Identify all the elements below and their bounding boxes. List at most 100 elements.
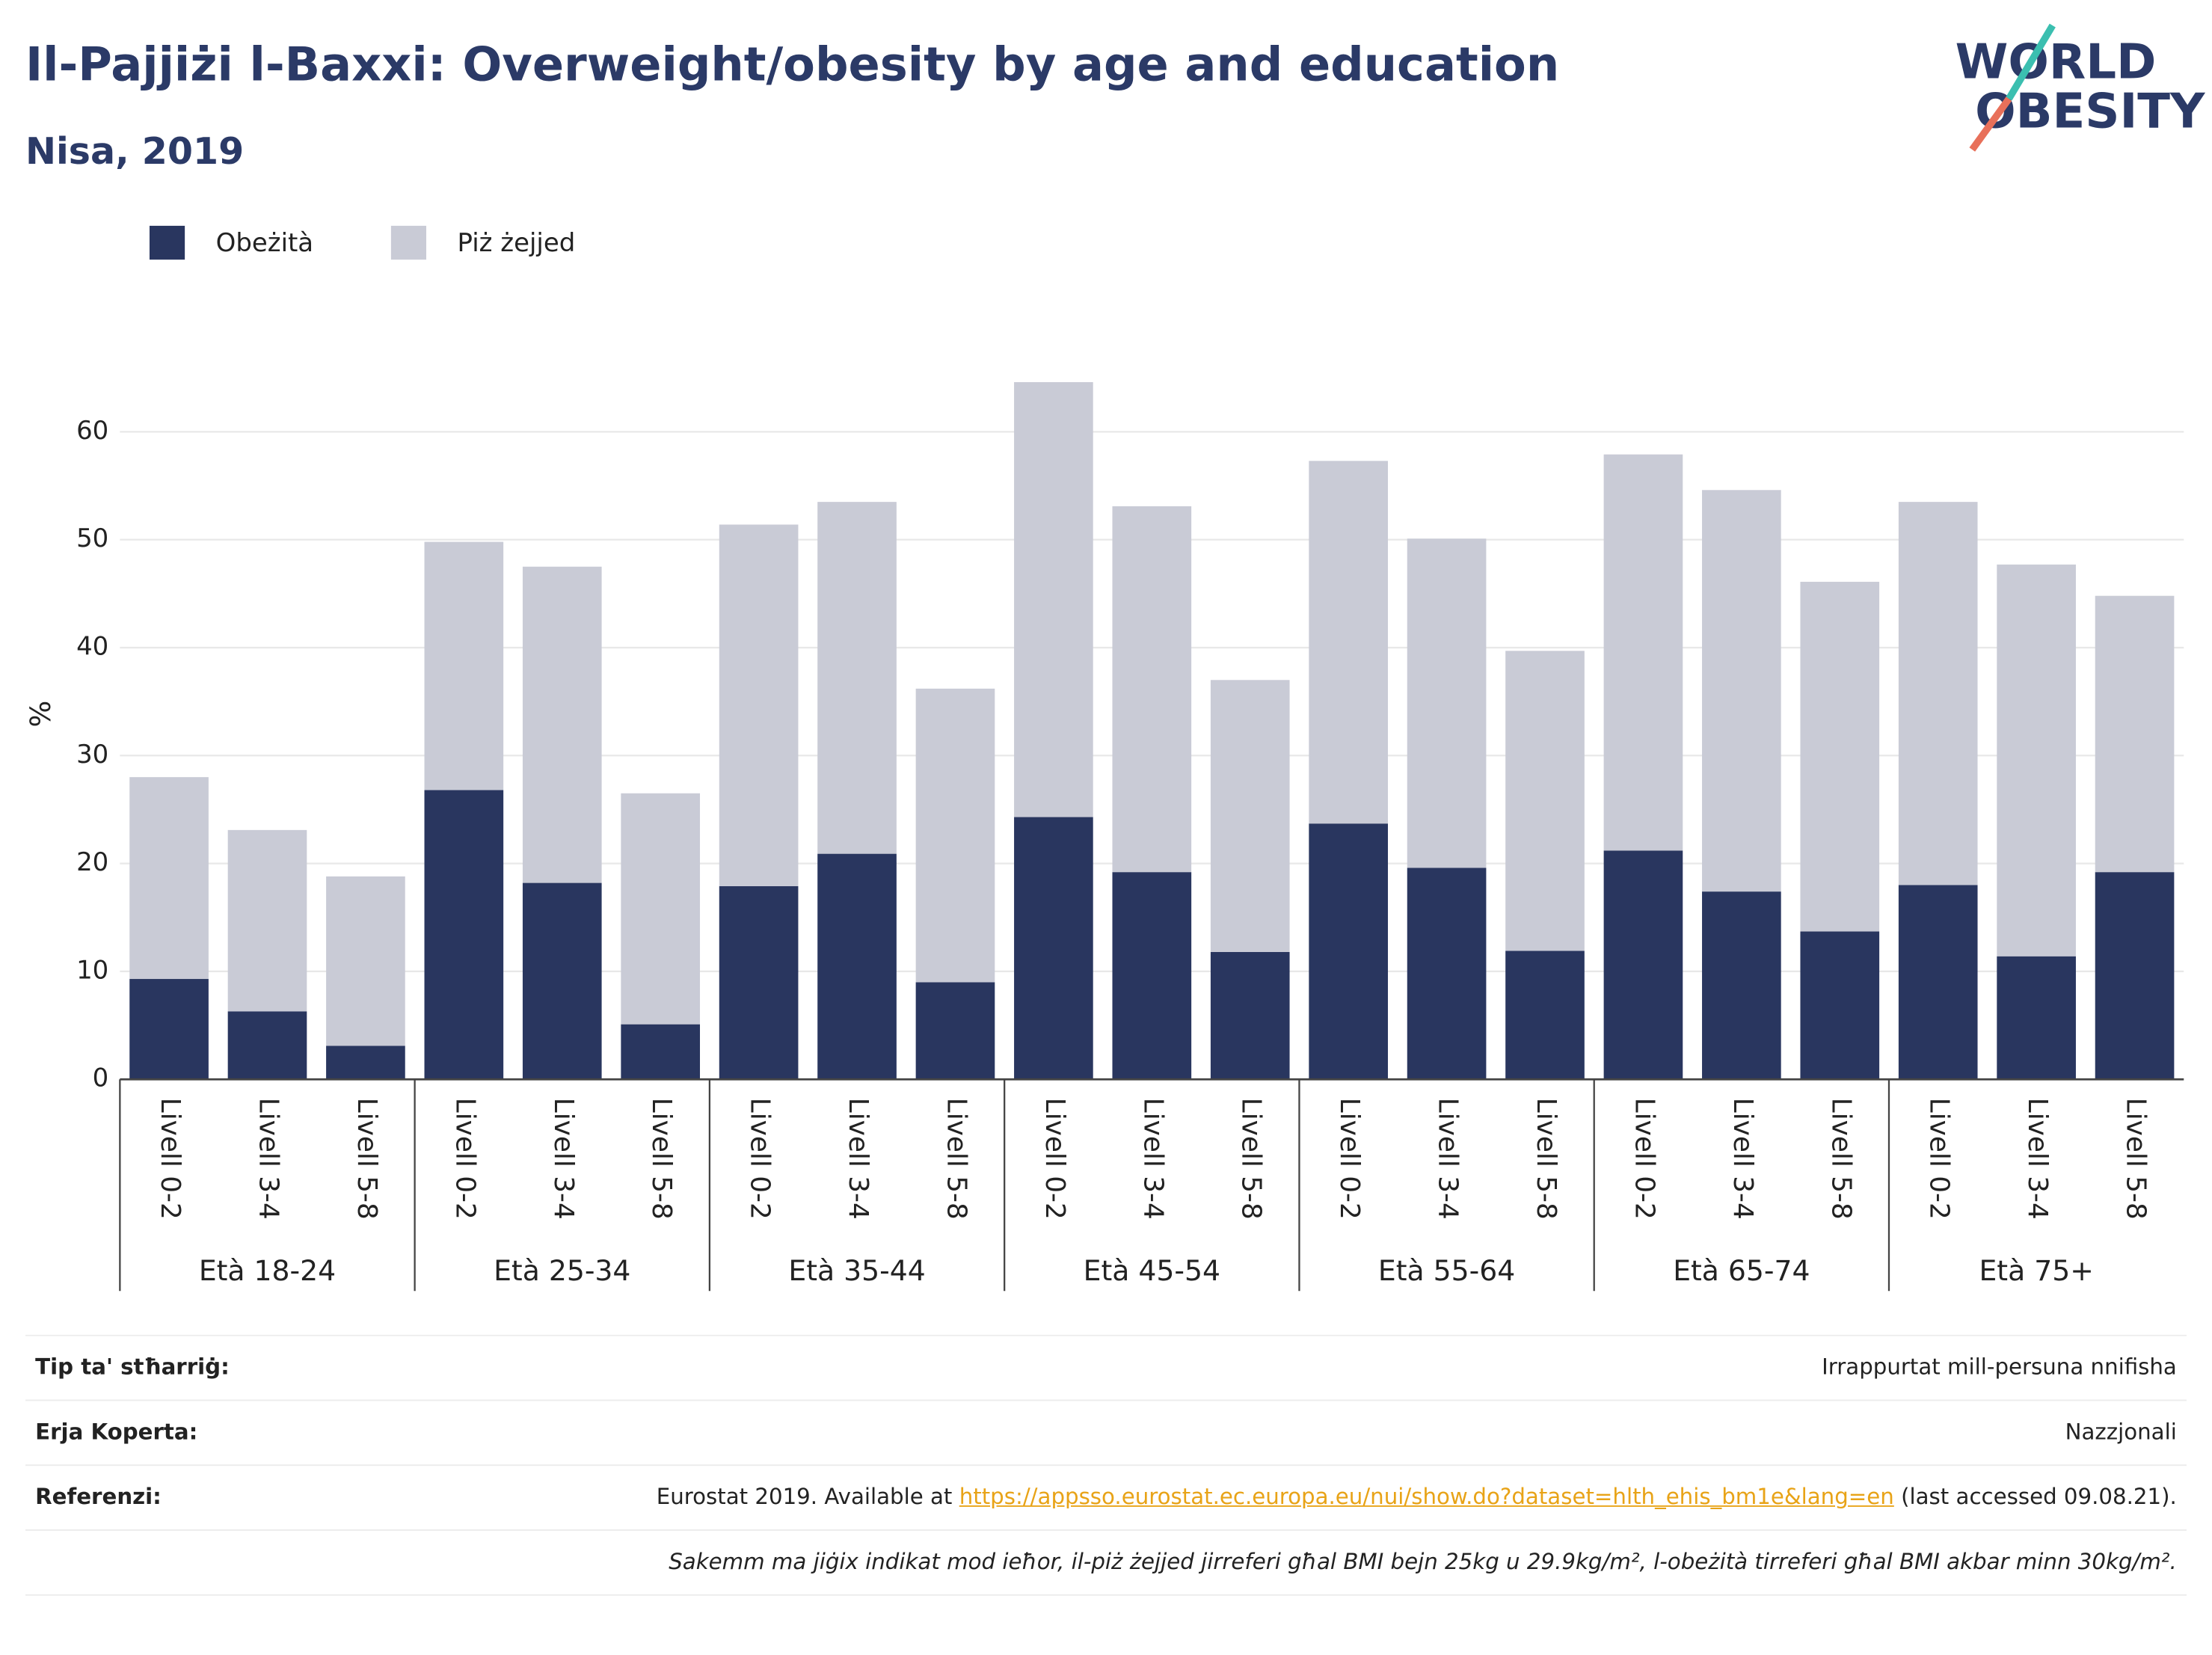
x-tick-label: Livell 3-4 bbox=[1727, 1098, 1758, 1220]
x-tick-label: Livell 3-4 bbox=[548, 1098, 579, 1220]
bar-segment bbox=[227, 829, 307, 1012]
footer-label: Erja Koperta: bbox=[35, 1419, 198, 1445]
x-tick-label: Livell 3-4 bbox=[843, 1098, 873, 1220]
x-tick-label: Livell 0-2 bbox=[1924, 1098, 1955, 1220]
bar-segment bbox=[1800, 581, 1880, 932]
bar-segment bbox=[424, 790, 504, 1080]
footer-value: Nazzjonali bbox=[2065, 1419, 2177, 1445]
bar-segment bbox=[1898, 502, 1978, 885]
legend-label: Piż żejjed bbox=[458, 228, 576, 258]
bar-segment bbox=[1210, 680, 1290, 952]
x-tick-label: Livell 5-8 bbox=[941, 1098, 971, 1220]
bar-segment bbox=[1309, 823, 1388, 1080]
bar-segment bbox=[522, 882, 602, 1080]
logo-slash bbox=[2006, 23, 2056, 101]
bar-segment bbox=[2095, 872, 2175, 1080]
bar-segment bbox=[1997, 564, 2076, 957]
group-label: Età 35-44 bbox=[788, 1254, 925, 1287]
x-tick-label: Livell 5-8 bbox=[1236, 1098, 1267, 1220]
chart-title: Il-Pajjiżi l-Baxxi: Overweight/obesity b… bbox=[25, 37, 1559, 92]
bar-segment bbox=[1407, 868, 1487, 1080]
bar-segment bbox=[129, 979, 209, 1080]
bar-segment bbox=[621, 793, 701, 1025]
x-tick-label: Livell 0-2 bbox=[1629, 1098, 1659, 1220]
y-tick-label: 10 bbox=[76, 955, 108, 985]
group-label: Età 18-24 bbox=[199, 1254, 336, 1287]
footer-value: Eurostat 2019. Available at https://apps… bbox=[657, 1483, 2177, 1513]
x-tick-label: Livell 5-8 bbox=[1531, 1098, 1561, 1220]
reference-text: Eurostat 2019. Available at bbox=[656, 1484, 959, 1510]
legend-swatch bbox=[390, 225, 427, 260]
footer-table: Tip ta' stħarriġ: Irrappurtat mill-persun… bbox=[25, 1334, 2187, 1596]
bar-segment bbox=[817, 853, 897, 1080]
x-tick-label: Livell 3-4 bbox=[1433, 1098, 1463, 1220]
bar-segment bbox=[817, 502, 897, 854]
footer-label: Referenzi: bbox=[35, 1484, 162, 1510]
footer-value: Irrappurtat mill-persuna nnifisha bbox=[1822, 1354, 2177, 1381]
note-text: Sakemm ma jiġix indikat mod ieħor, il-pi… bbox=[669, 1549, 2177, 1575]
chart-subtitle: Nisa, 2019 bbox=[25, 129, 244, 173]
bar-segment bbox=[1800, 931, 1880, 1080]
bar-segment bbox=[1014, 817, 1093, 1080]
bar-segment bbox=[1603, 850, 1683, 1080]
x-tick-label: Livell 3-4 bbox=[2022, 1098, 2053, 1220]
x-tick-label: Livell 5-8 bbox=[351, 1098, 382, 1220]
group-label: Età 25-34 bbox=[494, 1254, 630, 1287]
x-tick-label: Livell 3-4 bbox=[1137, 1098, 1168, 1220]
y-tick-label: 20 bbox=[76, 847, 108, 877]
bar-segment bbox=[915, 982, 995, 1080]
bar-segment bbox=[2095, 595, 2175, 873]
group-label: Età 65-74 bbox=[1673, 1254, 1810, 1287]
bar-segment bbox=[326, 876, 405, 1046]
group-label: Età 55-64 bbox=[1378, 1254, 1515, 1287]
bar-segment bbox=[915, 688, 995, 983]
reference-text: (last accessed 09.08.21). bbox=[1893, 1484, 2177, 1510]
bar-segment bbox=[1505, 651, 1585, 951]
bar-segment bbox=[326, 1045, 405, 1080]
bar-segment bbox=[621, 1024, 701, 1080]
y-tick-label: 60 bbox=[76, 416, 108, 446]
bar-segment bbox=[1603, 454, 1683, 851]
x-tick-label: Livell 3-4 bbox=[253, 1098, 283, 1220]
y-tick-label: 50 bbox=[76, 523, 108, 553]
x-tick-label: Livell 5-8 bbox=[2121, 1098, 2151, 1220]
bar-segment bbox=[227, 1011, 307, 1080]
group-label: Età 75+ bbox=[1979, 1254, 2093, 1287]
footer: Tip ta' stħarriġ: Irrappurtat mill-persun… bbox=[25, 1334, 2187, 1596]
logo: WORLD OBESITY bbox=[1956, 23, 2206, 152]
bar-segment bbox=[1702, 891, 1781, 1080]
footer-label: Tip ta' stħarriġ: bbox=[35, 1354, 230, 1381]
logo-text: WORLD bbox=[1956, 34, 2157, 90]
x-tick-label: Livell 5-8 bbox=[646, 1098, 677, 1220]
bar-segment bbox=[1309, 461, 1388, 824]
bar-segment bbox=[129, 777, 209, 980]
bar-segment bbox=[424, 541, 504, 790]
reference-link[interactable]: https://appsso.eurostat.ec.europa.eu/nui… bbox=[959, 1484, 1894, 1510]
y-tick-label: 30 bbox=[76, 740, 108, 770]
x-tick-label: Livell 0-2 bbox=[449, 1098, 480, 1220]
x-tick-label: Livell 0-2 bbox=[1039, 1098, 1070, 1220]
bar-segment bbox=[1112, 506, 1192, 873]
bar-segment bbox=[1014, 381, 1093, 817]
legend-swatch bbox=[149, 225, 185, 260]
bar-segment bbox=[1702, 490, 1781, 892]
x-tick-label: Livell 5-8 bbox=[1825, 1098, 1856, 1220]
y-tick-label: 40 bbox=[76, 631, 108, 661]
bar-segment bbox=[719, 524, 799, 886]
y-axis-label: % bbox=[24, 701, 57, 728]
legend-label: Obeżità bbox=[216, 228, 313, 258]
bar-segment bbox=[719, 885, 799, 1080]
bar-segment bbox=[1210, 951, 1290, 1080]
footer-row: Erja Koperta: Nazzjonali bbox=[25, 1399, 2187, 1464]
bar-segment bbox=[1898, 885, 1978, 1080]
bar-segment bbox=[1997, 956, 2076, 1080]
logo-slash bbox=[1969, 96, 2012, 152]
x-tick-label: Livell 0-2 bbox=[1334, 1098, 1365, 1220]
group-label: Età 45-54 bbox=[1084, 1254, 1220, 1287]
bar-segment bbox=[1112, 872, 1192, 1080]
footer-row: Tip ta' stħarriġ: Irrappurtat mill-persun… bbox=[25, 1334, 2187, 1400]
x-tick-label: Livell 0-2 bbox=[155, 1098, 185, 1220]
x-tick-label: Livell 0-2 bbox=[745, 1098, 775, 1220]
bar-segment bbox=[1505, 951, 1585, 1080]
bar-segment bbox=[522, 566, 602, 883]
